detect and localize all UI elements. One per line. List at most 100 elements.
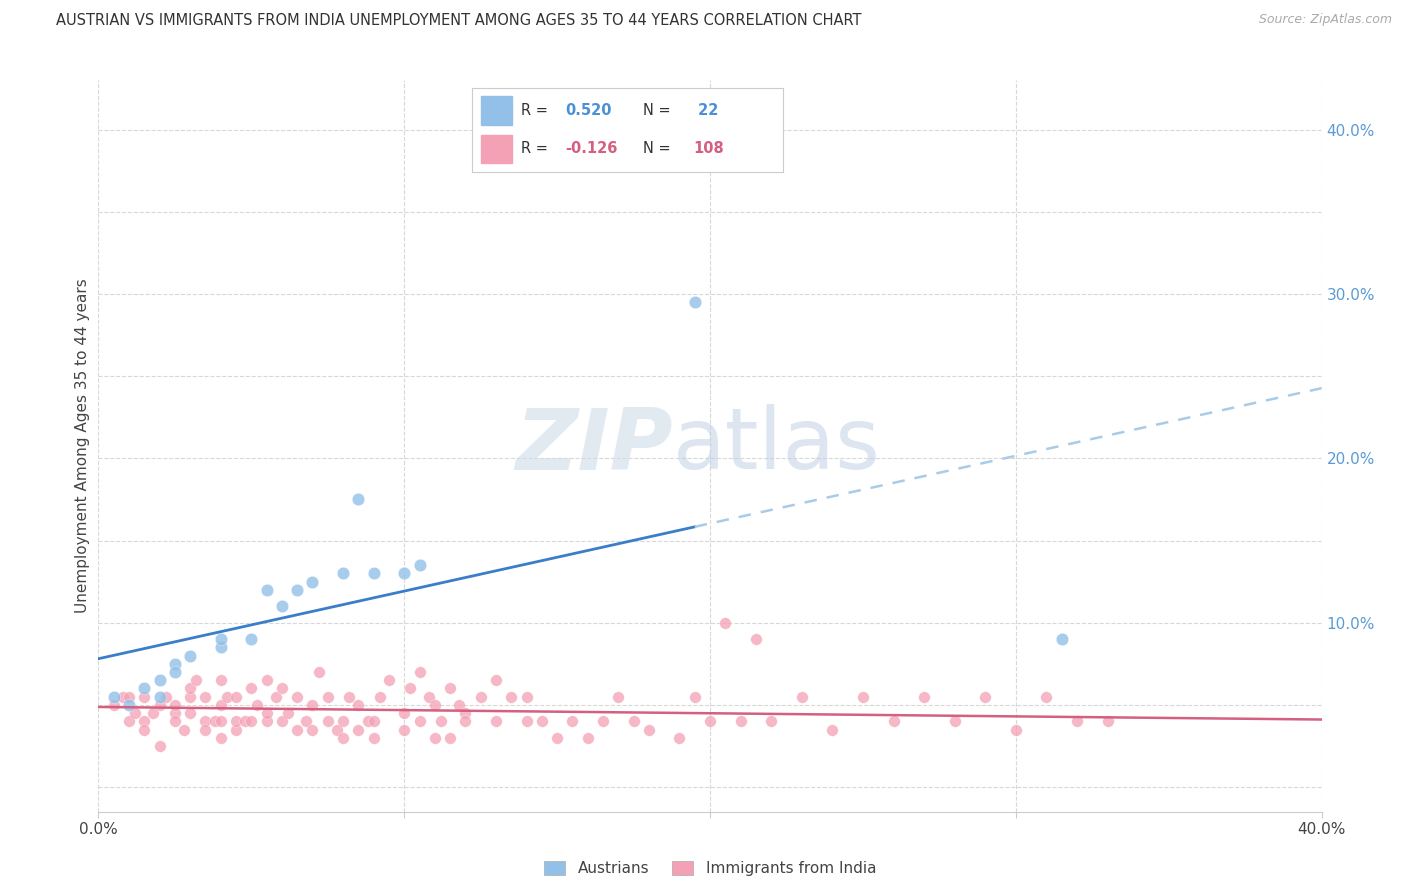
Point	[134, 681, 156, 696]
Point	[179, 648, 201, 663]
Point	[418, 690, 440, 704]
Point	[149, 698, 172, 712]
Point	[623, 714, 645, 729]
Point	[337, 690, 360, 704]
Text: Source: ZipAtlas.com: Source: ZipAtlas.com	[1258, 13, 1392, 27]
Point	[392, 566, 416, 581]
Point	[363, 714, 385, 729]
Point	[356, 714, 378, 729]
Point	[134, 690, 156, 704]
Point	[155, 690, 177, 704]
Point	[1066, 714, 1088, 729]
Point	[194, 690, 217, 704]
Point	[134, 723, 156, 737]
Point	[576, 731, 599, 745]
Point	[179, 706, 201, 720]
Point	[246, 698, 269, 712]
Point	[637, 723, 661, 737]
Point	[485, 673, 508, 688]
Point	[347, 492, 370, 507]
Point	[347, 723, 370, 737]
Point	[745, 632, 768, 647]
Point	[1035, 690, 1057, 704]
Point	[225, 690, 247, 704]
Point	[363, 566, 385, 581]
Y-axis label: Unemployment Among Ages 35 to 44 years: Unemployment Among Ages 35 to 44 years	[75, 278, 90, 614]
Point	[301, 723, 323, 737]
Point	[264, 690, 287, 704]
Point	[332, 714, 354, 729]
Point	[668, 731, 690, 745]
Point	[454, 714, 477, 729]
Point	[270, 681, 292, 696]
Point	[730, 714, 752, 729]
Point	[454, 706, 477, 720]
Point	[561, 714, 583, 729]
Point	[408, 665, 430, 679]
Text: atlas: atlas	[673, 404, 882, 488]
Point	[209, 673, 232, 688]
Point	[363, 731, 385, 745]
Point	[759, 714, 782, 729]
Point	[209, 731, 232, 745]
Point	[256, 706, 278, 720]
Point	[714, 615, 737, 630]
Point	[399, 681, 422, 696]
Point	[485, 714, 508, 729]
Point	[295, 714, 318, 729]
Point	[516, 714, 538, 729]
Point	[285, 723, 308, 737]
Point	[240, 681, 263, 696]
Point	[316, 690, 339, 704]
Point	[449, 698, 471, 712]
Point	[301, 574, 323, 589]
Point	[423, 731, 446, 745]
Point	[124, 706, 146, 720]
Point	[699, 714, 721, 729]
Point	[332, 731, 354, 745]
Point	[790, 690, 813, 704]
Point	[592, 714, 614, 729]
Point	[408, 558, 430, 573]
Point	[103, 698, 125, 712]
Point	[194, 714, 217, 729]
Point	[209, 632, 232, 647]
Point	[683, 295, 706, 310]
Point	[103, 690, 125, 704]
Point	[439, 681, 461, 696]
Point	[118, 714, 141, 729]
Point	[215, 690, 238, 704]
Point	[1050, 632, 1073, 647]
Point	[179, 690, 201, 704]
Point	[163, 698, 186, 712]
Point	[1004, 723, 1026, 737]
Point	[149, 673, 172, 688]
Point	[852, 690, 875, 704]
Point	[470, 690, 492, 704]
Point	[883, 714, 905, 729]
Point	[974, 690, 997, 704]
Point	[285, 690, 308, 704]
Point	[209, 640, 232, 655]
Point	[163, 706, 186, 720]
Text: ZIP: ZIP	[516, 404, 673, 488]
Point	[163, 665, 186, 679]
Point	[285, 582, 308, 597]
Point	[149, 690, 172, 704]
Point	[256, 673, 278, 688]
Point	[368, 690, 391, 704]
Point	[186, 673, 208, 688]
Point	[943, 714, 966, 729]
Point	[530, 714, 553, 729]
Point	[1097, 714, 1119, 729]
Point	[408, 714, 430, 729]
Point	[301, 698, 323, 712]
Point	[332, 566, 354, 581]
Point	[111, 690, 134, 704]
Point	[423, 698, 446, 712]
Point	[516, 690, 538, 704]
Point	[173, 723, 195, 737]
Point	[194, 723, 217, 737]
Point	[256, 582, 278, 597]
Point	[347, 698, 370, 712]
